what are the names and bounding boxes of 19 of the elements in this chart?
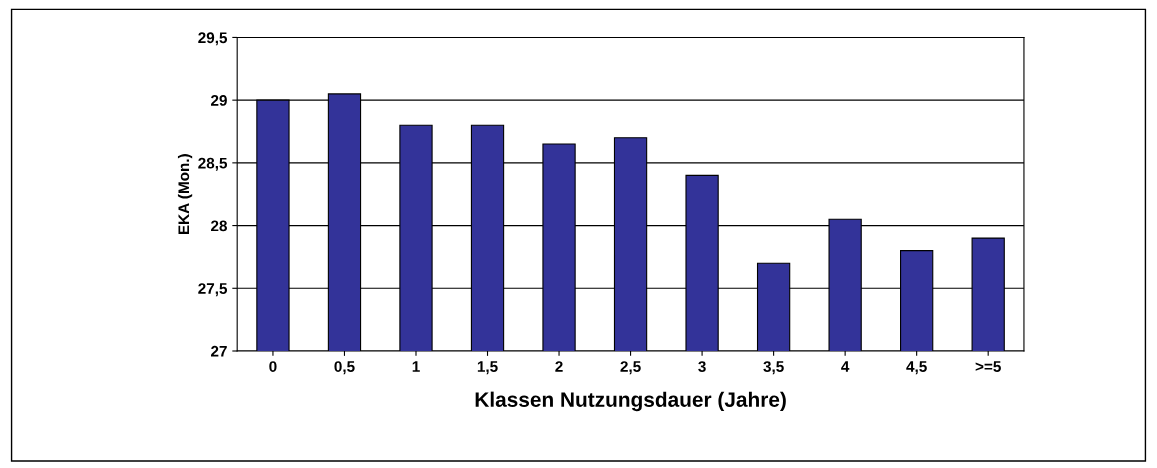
x-tick-label: 0	[269, 361, 277, 372]
x-tick-label: >=5	[975, 361, 1001, 372]
y-tick-label: 29	[211, 95, 227, 106]
x-tick-label: 0,5	[334, 361, 355, 375]
x-tick-label: 2	[555, 361, 563, 372]
y-tick-label: 28	[211, 220, 227, 232]
x-tick-label: 4,5	[906, 361, 927, 375]
x-tick-label: 1,5	[477, 361, 498, 375]
y-axis-title: EKA (Mon.)	[177, 154, 193, 235]
x-tick-label: 2,5	[620, 361, 641, 375]
x-tick-label: 3	[698, 361, 706, 372]
y-tick-label: 29,5	[198, 32, 228, 46]
x-tick-label: 4	[841, 361, 850, 372]
x-tick-label: 1	[412, 361, 420, 372]
y-tick-label: 27	[211, 345, 227, 357]
x-axis-title: Klassen Nutzungsdauer (Jahre)	[475, 391, 786, 412]
y-tick-label: 28,5	[198, 157, 228, 171]
y-tick-label: 27,5	[198, 283, 228, 297]
x-tick-label: 3,5	[763, 361, 784, 375]
